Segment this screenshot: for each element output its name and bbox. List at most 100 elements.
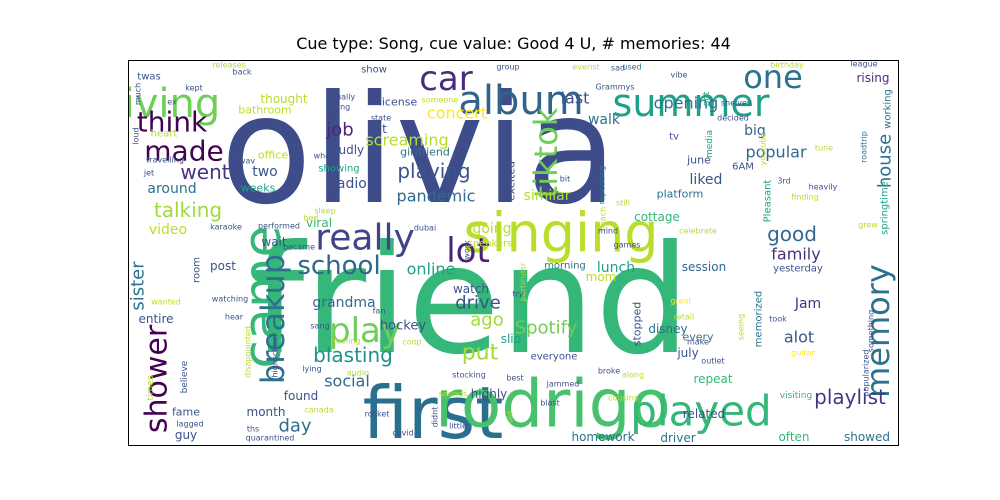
word-finding: finding xyxy=(791,193,819,202)
word-lagged: lagged xyxy=(176,420,203,429)
word-going: going xyxy=(472,221,511,237)
word-office: office xyxy=(258,149,288,162)
word-ago: ago xyxy=(470,310,503,331)
word-ths: ths xyxy=(247,425,259,434)
word-watching: watching xyxy=(212,295,248,304)
word-breakup: breakup xyxy=(254,254,292,384)
word-put: put xyxy=(462,341,499,366)
word-still: still xyxy=(616,199,630,208)
word-mom: mom xyxy=(586,270,617,284)
word-league: league xyxy=(850,61,877,69)
word-online: online xyxy=(407,260,456,279)
word-friend: friend xyxy=(252,214,691,388)
word-showing: showing xyxy=(318,164,359,175)
word-memorized: memorized xyxy=(754,291,765,347)
word-tiktok: tiktok xyxy=(527,107,565,198)
word-along: along xyxy=(622,371,644,380)
word-cousins: cousins xyxy=(608,394,638,403)
word-bathroom: bathroom xyxy=(238,104,291,117)
word-loudly: loudly xyxy=(328,143,364,157)
word-made: made xyxy=(144,135,223,168)
word-spotify: Spotify xyxy=(515,318,578,339)
word-showed: showed xyxy=(844,430,890,444)
word-olivia: olivia xyxy=(220,64,618,238)
word-memory: memory xyxy=(859,264,897,398)
word-particular: particular xyxy=(519,262,528,301)
word-shelves: shelves xyxy=(721,99,751,108)
word-fame: fame xyxy=(172,406,200,419)
word-excited: excited xyxy=(505,161,518,201)
word-singing: singing xyxy=(463,202,658,265)
word-believe: believe xyxy=(180,360,190,393)
word-audio: audio xyxy=(347,369,369,378)
word-highschool: highschool xyxy=(271,334,280,377)
word-talking: talking xyxy=(154,198,222,222)
word-house: house xyxy=(875,134,896,188)
word-popular: popular xyxy=(745,143,806,162)
word-drive: drive xyxy=(455,293,501,314)
word-stocking: stocking xyxy=(452,371,486,380)
word-opening: opening xyxy=(654,94,719,113)
word-driver: driver xyxy=(660,431,695,445)
word-girlfriend: girlfriend xyxy=(400,146,450,159)
word-found: found xyxy=(284,389,318,403)
word-games: games xyxy=(614,241,641,250)
word-outlet: outlet xyxy=(701,357,724,366)
word-screaming: screaming xyxy=(365,131,448,150)
word-decided: decided xyxy=(717,114,749,123)
word-times: times xyxy=(146,375,156,400)
word-rising: rising xyxy=(856,71,889,85)
word-ex: ex xyxy=(167,98,177,107)
word-one: one xyxy=(743,61,803,96)
word-mind: mind xyxy=(598,227,618,236)
word-jammed: jammed xyxy=(546,380,580,389)
word-feeling: feeling xyxy=(333,337,360,346)
word-loud: loud xyxy=(132,127,141,144)
word-family: family xyxy=(771,245,820,264)
word-platform: platform xyxy=(657,188,704,201)
word-springtime: springtime xyxy=(880,181,891,235)
word-weeks: weeks xyxy=(241,182,276,195)
word-someone: someone xyxy=(422,96,459,105)
word-guy: guy xyxy=(175,428,197,442)
word-whel: whel xyxy=(314,152,333,161)
word-sister: sister xyxy=(129,261,149,311)
word-playlist: playlist xyxy=(814,385,886,409)
word-related: related xyxy=(683,407,725,421)
word-work: work xyxy=(463,240,472,260)
word-video: video xyxy=(149,222,187,238)
word-popularized: popularized xyxy=(862,350,871,397)
word-great: great xyxy=(670,297,691,306)
word-around: around xyxy=(147,181,196,197)
word-summer: summer xyxy=(613,81,770,125)
word-little: little xyxy=(449,422,467,431)
word-bed: bed xyxy=(303,214,318,223)
word-playing: playing xyxy=(397,159,470,183)
word-good: good xyxy=(767,222,817,246)
word-try: try xyxy=(512,290,523,299)
word-bit: bit xyxy=(560,175,570,184)
word-lying: lying xyxy=(302,365,321,374)
word-used: used xyxy=(622,63,641,72)
word-month: month xyxy=(247,405,286,419)
word-celebrate: celebrate xyxy=(679,227,717,236)
word-show: show xyxy=(361,65,387,76)
word-karaoke: karaoke xyxy=(210,223,242,232)
word-viral: viral xyxy=(306,216,332,230)
word-thought: thought xyxy=(260,92,307,106)
word-highly: highly xyxy=(471,387,508,401)
word-july: july xyxy=(676,346,698,360)
word-homework: homework xyxy=(571,430,634,444)
word-covid: covid xyxy=(392,429,413,438)
word-sounds: sounds xyxy=(439,390,467,399)
word-jet: jet xyxy=(143,169,154,178)
word-day: day xyxy=(278,416,311,437)
word-sad: sad xyxy=(611,64,625,73)
word-canada: canada xyxy=(304,406,333,415)
word-3rd: 3rd xyxy=(777,177,790,186)
word-pleasant: Pleasant xyxy=(763,180,774,223)
word-really: really xyxy=(315,218,415,259)
word-working: working xyxy=(883,89,894,129)
word-liked: liked xyxy=(690,172,723,188)
